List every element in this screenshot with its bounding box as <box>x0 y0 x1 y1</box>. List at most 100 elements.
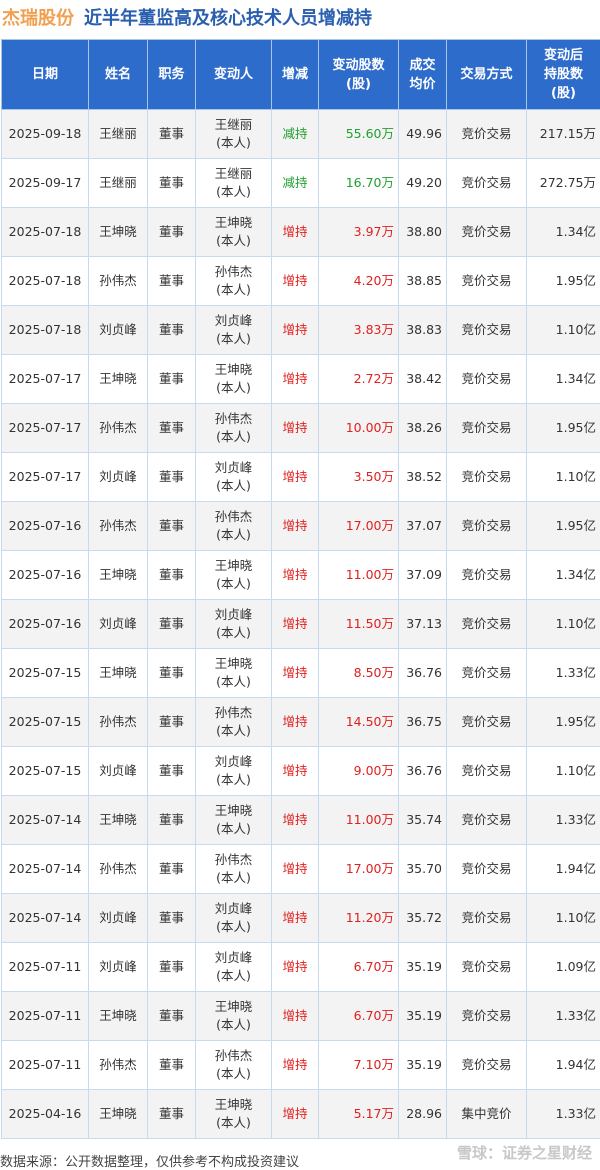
cell-method: 竞价交易 <box>447 159 527 208</box>
cell-changer: 孙伟杰(本人) <box>196 845 272 894</box>
cell-method: 竞价交易 <box>447 453 527 502</box>
cell-changer: 孙伟杰(本人) <box>196 502 272 551</box>
cell-changer: 王坤晓(本人) <box>196 355 272 404</box>
cell-position: 董事 <box>148 943 196 992</box>
cell-method: 竞价交易 <box>447 943 527 992</box>
cell-date: 2025-07-11 <box>2 992 89 1041</box>
cell-direction: 增持 <box>272 698 319 747</box>
cell-avg-price: 37.09 <box>399 551 447 600</box>
cell-name: 刘贞峰 <box>89 894 148 943</box>
cell-name: 刘贞峰 <box>89 747 148 796</box>
cell-direction: 增持 <box>272 600 319 649</box>
cell-avg-price: 49.20 <box>399 159 447 208</box>
cell-date: 2025-07-17 <box>2 404 89 453</box>
data-source-note: 数据来源：公开数据整理，仅供参考不构成投资建议 <box>0 1151 299 1170</box>
cell-changer: 刘贞峰(本人) <box>196 943 272 992</box>
cell-shares: 11.20万 <box>319 894 399 943</box>
cell-shares: 55.60万 <box>319 110 399 159</box>
cell-holdings-after: 1.94亿 <box>527 1041 600 1090</box>
cell-direction: 减持 <box>272 159 319 208</box>
cell-method: 竞价交易 <box>447 649 527 698</box>
cell-holdings-after: 217.15万 <box>527 110 600 159</box>
cell-holdings-after: 1.34亿 <box>527 208 600 257</box>
cell-holdings-after: 1.33亿 <box>527 796 600 845</box>
cell-avg-price: 38.26 <box>399 404 447 453</box>
cell-date: 2025-07-16 <box>2 551 89 600</box>
cell-direction: 增持 <box>272 747 319 796</box>
cell-position: 董事 <box>148 796 196 845</box>
cell-holdings-after: 1.34亿 <box>527 551 600 600</box>
cell-shares: 5.17万 <box>319 1090 399 1139</box>
cell-direction: 增持 <box>272 551 319 600</box>
cell-holdings-after: 1.10亿 <box>527 894 600 943</box>
header-changer: 变动人 <box>196 40 272 110</box>
cell-changer: 刘贞峰(本人) <box>196 894 272 943</box>
cell-shares: 4.20万 <box>319 257 399 306</box>
cell-method: 竞价交易 <box>447 698 527 747</box>
cell-date: 2025-07-15 <box>2 747 89 796</box>
cell-date: 2025-07-11 <box>2 1041 89 1090</box>
cell-shares: 11.00万 <box>319 551 399 600</box>
cell-method: 竞价交易 <box>447 257 527 306</box>
cell-shares: 2.72万 <box>319 355 399 404</box>
cell-position: 董事 <box>148 894 196 943</box>
cell-direction: 增持 <box>272 257 319 306</box>
cell-name: 孙伟杰 <box>89 1041 148 1090</box>
cell-method: 竞价交易 <box>447 551 527 600</box>
cell-name: 王坤晓 <box>89 355 148 404</box>
cell-direction: 增持 <box>272 1090 319 1139</box>
cell-date: 2025-07-11 <box>2 943 89 992</box>
cell-changer: 王坤晓(本人) <box>196 649 272 698</box>
cell-method: 竞价交易 <box>447 208 527 257</box>
cell-position: 董事 <box>148 502 196 551</box>
cell-holdings-after: 1.95亿 <box>527 257 600 306</box>
cell-method: 竞价交易 <box>447 404 527 453</box>
cell-name: 孙伟杰 <box>89 698 148 747</box>
cell-method: 竞价交易 <box>447 894 527 943</box>
cell-avg-price: 35.74 <box>399 796 447 845</box>
cell-shares: 14.50万 <box>319 698 399 747</box>
cell-position: 董事 <box>148 551 196 600</box>
cell-direction: 减持 <box>272 110 319 159</box>
cell-avg-price: 37.07 <box>399 502 447 551</box>
cell-method: 竞价交易 <box>447 600 527 649</box>
cell-avg-price: 28.96 <box>399 1090 447 1139</box>
cell-direction: 增持 <box>272 894 319 943</box>
cell-name: 王继丽 <box>89 110 148 159</box>
cell-date: 2025-07-16 <box>2 502 89 551</box>
cell-shares: 3.83万 <box>319 306 399 355</box>
cell-changer: 刘贞峰(本人) <box>196 747 272 796</box>
cell-position: 董事 <box>148 208 196 257</box>
cell-method: 竞价交易 <box>447 110 527 159</box>
cell-holdings-after: 1.95亿 <box>527 502 600 551</box>
cell-holdings-after: 1.95亿 <box>527 698 600 747</box>
cell-holdings-after: 1.10亿 <box>527 453 600 502</box>
cell-date: 2025-07-17 <box>2 453 89 502</box>
header-holdings-after: 变动后持股数(股) <box>527 40 600 110</box>
cell-avg-price: 35.72 <box>399 894 447 943</box>
cell-changer: 王坤晓(本人) <box>196 1090 272 1139</box>
cell-holdings-after: 1.95亿 <box>527 404 600 453</box>
cell-date: 2025-07-15 <box>2 649 89 698</box>
cell-method: 竞价交易 <box>447 747 527 796</box>
cell-position: 董事 <box>148 698 196 747</box>
cell-date: 2025-04-16 <box>2 1090 89 1139</box>
cell-holdings-after: 1.33亿 <box>527 649 600 698</box>
cell-changer: 孙伟杰(本人) <box>196 698 272 747</box>
cell-date: 2025-07-18 <box>2 306 89 355</box>
cell-method: 竞价交易 <box>447 355 527 404</box>
cell-name: 孙伟杰 <box>89 502 148 551</box>
cell-changer: 孙伟杰(本人) <box>196 257 272 306</box>
cell-avg-price: 35.19 <box>399 1041 447 1090</box>
cell-name: 刘贞峰 <box>89 306 148 355</box>
